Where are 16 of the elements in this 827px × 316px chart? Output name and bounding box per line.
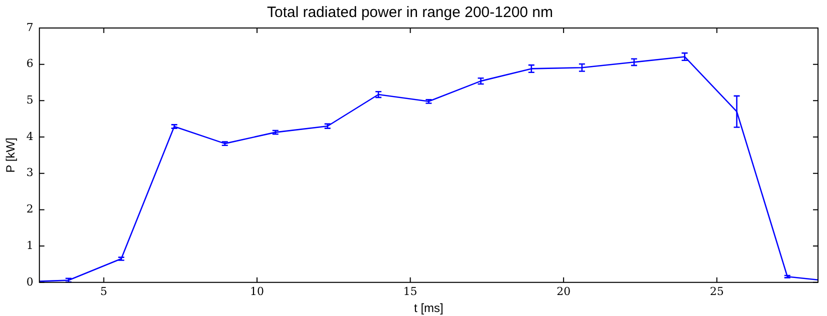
x-tick-label: 5 (100, 284, 108, 298)
x-axis-title: t [ms] (414, 301, 444, 316)
y-tick-label: 5 (26, 94, 34, 107)
y-tick-label: 6 (26, 57, 34, 70)
y-tick-label: 3 (26, 166, 34, 180)
y-tick-label: 2 (26, 202, 34, 216)
x-tick-label: 25 (710, 284, 724, 298)
x-tick-label: 20 (556, 284, 571, 298)
y-axis-title: P [kW] (4, 138, 18, 173)
y-tick-label: 1 (26, 238, 34, 252)
x-tick-label: 15 (403, 284, 418, 298)
y-tick-label: 7 (26, 20, 34, 34)
x-tick-label: 10 (250, 284, 264, 298)
y-tick-label: 0 (26, 275, 34, 288)
y-tick-label: 4 (26, 130, 34, 143)
chart-title: Total radiated power in range 200-1200 nm (266, 4, 554, 22)
